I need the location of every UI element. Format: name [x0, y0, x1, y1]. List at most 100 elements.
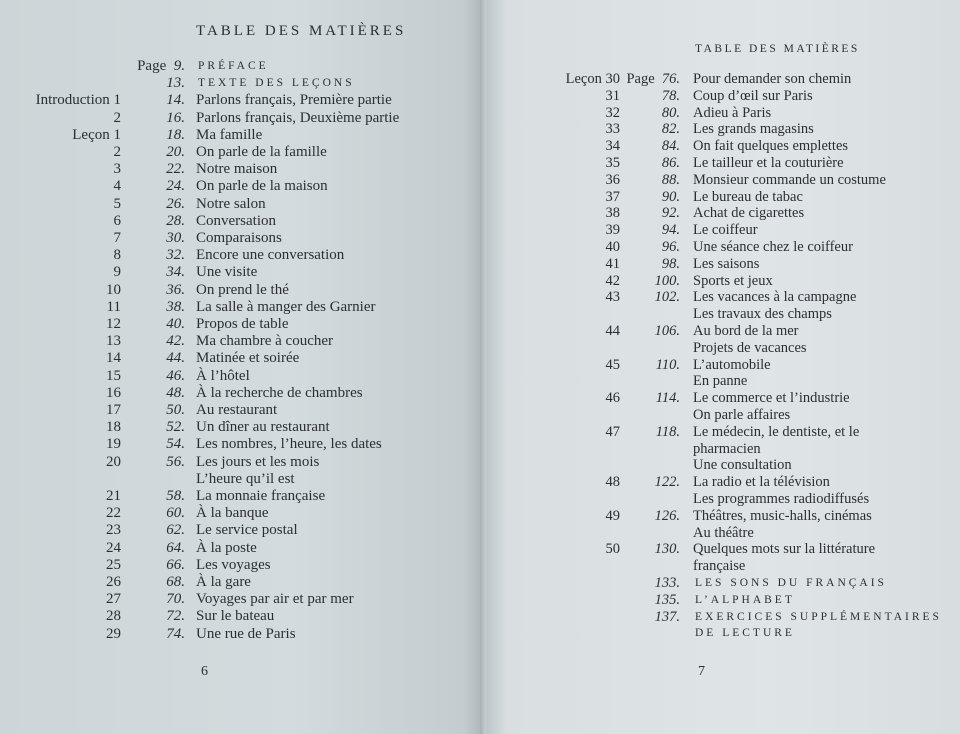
page-ref: 96.	[662, 239, 680, 256]
page-ref-number: 94.	[661, 222, 680, 239]
entry-title: Au théâtre	[693, 524, 754, 541]
page-label: Page	[626, 71, 655, 87]
page-ref: 30.	[166, 230, 185, 247]
page-ref: 24.	[166, 178, 185, 195]
lesson-number: 46	[605, 390, 621, 407]
entry-title: Le bureau de tabac	[693, 188, 803, 205]
entry-title: Le commerce et l’industrie	[693, 390, 850, 407]
page-ref-number: 84.	[661, 138, 680, 155]
page-ref: 130.	[655, 541, 680, 558]
entry-title: La monnaie française	[196, 488, 326, 504]
page-ref: 26.	[166, 196, 185, 213]
lesson-number: 38	[605, 205, 621, 222]
lesson-number: 11	[106, 298, 121, 315]
lesson-number: 45	[605, 356, 621, 373]
page-ref-number: 88.	[661, 171, 680, 188]
page-ref: 32.	[166, 247, 185, 264]
page-ref: 16.	[166, 110, 185, 127]
entry-title: À la recherche de chambres	[196, 384, 363, 401]
page-ref-number: 38.	[166, 298, 185, 315]
page-ref-number: 13.	[166, 75, 185, 92]
page-ref: 133.	[655, 575, 680, 592]
entry-title: Le tailleur et la couturière	[693, 155, 844, 171]
page-ref-number: 22.	[166, 161, 185, 178]
entry-title: Propos de table	[196, 316, 289, 332]
page-ref-number: 46.	[166, 367, 185, 384]
entry-title: Un dîner au restaurant	[196, 419, 330, 436]
page-title: TABLE DES MATIÈRES	[695, 43, 860, 55]
entry-title: On parle affaires	[693, 407, 791, 423]
entry-title: Projets de vacances	[693, 339, 807, 356]
page-ref-number: 52.	[166, 419, 185, 436]
page-ref-number: 50.	[166, 402, 185, 418]
lesson-number: 48	[605, 474, 621, 491]
page-ref: 14.	[166, 92, 185, 109]
lesson-number: 47	[605, 423, 621, 440]
entry-title: La radio et la télévision	[693, 474, 830, 491]
lesson-number: 3	[113, 161, 122, 178]
page-ref: 86.	[662, 155, 680, 172]
lesson-number: 2	[113, 144, 122, 160]
lesson-number: 25	[106, 556, 121, 573]
entry-title: LES SONS DU FRANÇAIS	[695, 577, 887, 589]
page-ref: 72.	[166, 608, 185, 625]
page-ref-number: 114.	[655, 390, 680, 407]
entry-title: Sports et jeux	[693, 272, 773, 289]
entry-title: Les grands magasins	[693, 121, 814, 138]
page-ref-number: 36.	[166, 281, 185, 298]
page-ref-number: 133.	[654, 575, 680, 591]
lesson-number: 42	[605, 272, 621, 289]
page-ref-number: 14.	[166, 92, 185, 109]
lesson-number: 50	[605, 541, 621, 558]
lesson-number: 44	[605, 323, 621, 339]
page-ref-number: 126.	[654, 507, 680, 524]
lesson-number: 27	[106, 591, 121, 608]
entry-title: DE LECTURE	[695, 627, 795, 640]
page-ref-number: 72.	[166, 608, 185, 625]
page-ref: 28.	[166, 213, 185, 230]
lesson-number: 7	[113, 230, 122, 246]
page-ref: 118.	[656, 424, 680, 441]
entry-title: Coup d’œil sur Paris	[693, 87, 813, 104]
page-ref: 80.	[662, 105, 680, 122]
lesson-number: 2	[113, 109, 122, 126]
lesson-number: 15	[106, 367, 121, 384]
page-ref: 106.	[655, 323, 680, 340]
lesson-number: 33	[605, 121, 621, 138]
entry-title: À la banque	[196, 505, 269, 522]
entry-title: TEXTE DES LEÇONS	[198, 77, 355, 90]
entry-title: Les travaux des champs	[693, 306, 832, 323]
lesson-number: 16	[106, 384, 121, 401]
entry-title: Une visite	[196, 264, 258, 281]
entry-title: Une séance chez le coiffeur	[693, 239, 853, 255]
page-ref-number: 42.	[166, 333, 185, 350]
page-ref-number: 76.	[661, 71, 680, 87]
entry-title: Adieu à Paris	[693, 104, 772, 121]
page-ref: 34.	[166, 264, 185, 281]
lesson-number: Leçon 30	[565, 71, 620, 87]
entry-title: Achat de cigarettes	[693, 205, 805, 222]
page-ref: 70.	[166, 591, 185, 608]
entry-title: Comparaisons	[196, 230, 282, 246]
page-ref: 100.	[655, 273, 680, 290]
entry-title: Encore une conversation	[196, 247, 345, 264]
lesson-number: 35	[605, 155, 621, 171]
lesson-number: 6	[113, 212, 122, 229]
page-ref-number: 118.	[655, 423, 680, 440]
lesson-number: 19	[106, 436, 121, 453]
page-ref-number: 30.	[166, 230, 185, 246]
page-ref: 110.	[656, 357, 680, 374]
lesson-number: 32	[605, 104, 621, 121]
page-ref-number: 122.	[654, 474, 680, 491]
page-ref-number: 98.	[661, 255, 680, 272]
page-ref-number: 28.	[166, 212, 185, 229]
lesson-number: 17	[106, 402, 121, 418]
entry-title: PRÉFACE	[198, 60, 269, 72]
lesson-number: 39	[605, 222, 621, 239]
page-ref: Page 9.	[137, 58, 185, 75]
entry-title: Au restaurant	[196, 402, 278, 418]
lesson-number: 43	[605, 289, 621, 306]
page-title: TABLE DES MATIÈRES	[196, 23, 407, 39]
entry-title: L’ALPHABET	[695, 593, 795, 606]
